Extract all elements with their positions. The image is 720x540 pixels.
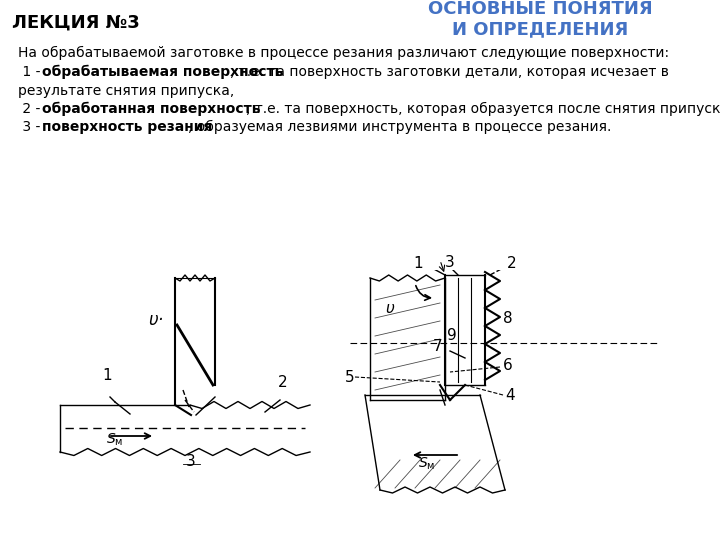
Text: $S_{\rm м}$: $S_{\rm м}$ [418,456,436,472]
Text: 1: 1 [413,256,423,271]
Text: 1 -: 1 - [18,65,45,79]
Text: 2: 2 [278,375,287,390]
Text: 7: 7 [433,339,443,354]
Text: 2 -: 2 - [18,102,45,116]
Text: результате снятия припуска,: результате снятия припуска, [18,84,234,98]
Text: 2: 2 [507,256,517,271]
Text: поверхность резания: поверхность резания [42,120,212,134]
Text: , т.е. та поверхность заготовки детали, которая исчезает в: , т.е. та поверхность заготовки детали, … [230,65,669,79]
Text: 4: 4 [505,388,515,403]
Text: ОСНОВНЫЕ ПОНЯТИЯ: ОСНОВНЫЕ ПОНЯТИЯ [428,0,652,18]
Text: И ОПРЕДЕЛЕНИЯ: И ОПРЕДЕЛЕНИЯ [452,20,628,38]
Text: 3: 3 [445,255,455,270]
Text: , т.е. та поверхность, которая образуется после снятия припуска,: , т.е. та поверхность, которая образуетс… [246,102,720,116]
Text: $S_{\rm м}$: $S_{\rm м}$ [106,432,123,448]
Text: $\upsilon$·: $\upsilon$· [148,311,163,329]
Text: 8: 8 [503,311,513,326]
Text: На обрабатываемой заготовке в процессе резания различают следующие поверхности:: На обрабатываемой заготовке в процессе р… [18,46,669,60]
Text: 6: 6 [503,358,513,373]
Text: 9: 9 [447,328,456,343]
Text: 3 -: 3 - [18,120,45,134]
Text: 1: 1 [102,368,112,383]
Text: , образуемая лезвиями инструмента в процессе резания.: , образуемая лезвиями инструмента в проц… [188,120,611,134]
Text: обработанная поверхность: обработанная поверхность [42,102,261,117]
Text: ЛЕКЦИЯ №3: ЛЕКЦИЯ №3 [12,14,140,32]
Text: 3: 3 [186,454,196,469]
Text: $\upsilon$: $\upsilon$ [385,301,395,316]
Text: обрабатываемая поверхность: обрабатываемая поверхность [42,65,284,79]
Text: 5: 5 [345,370,355,385]
